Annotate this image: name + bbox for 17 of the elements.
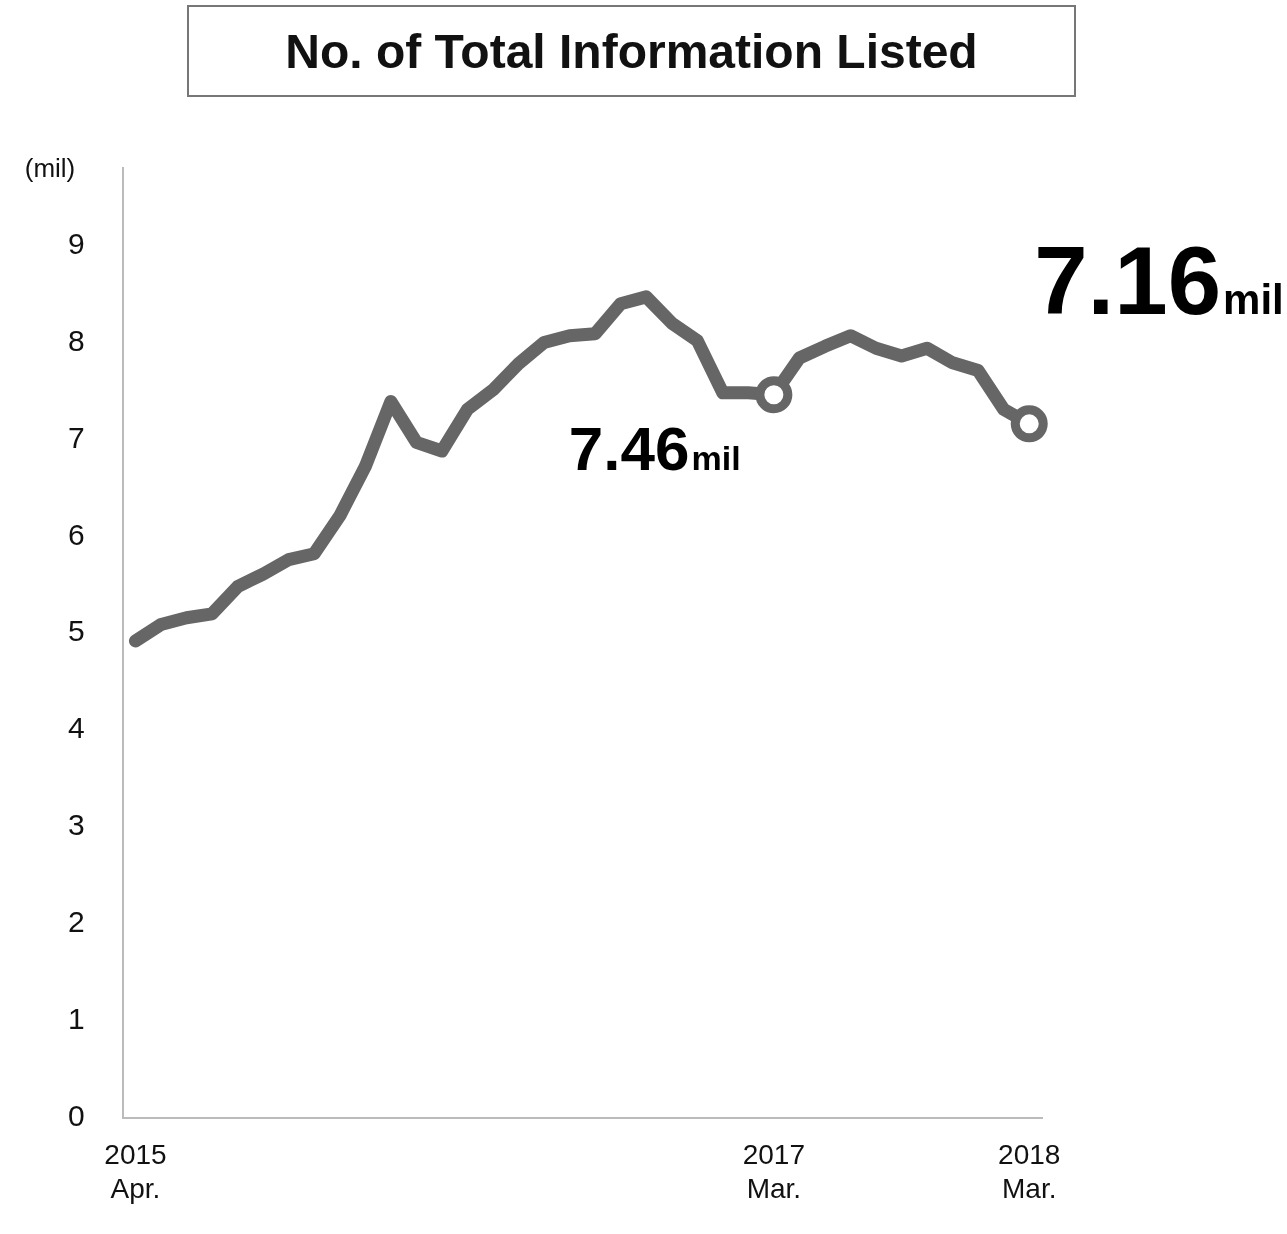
y-tick-label: 1	[68, 1002, 85, 1036]
y-tick-label: 3	[68, 808, 85, 842]
y-tick-label: 4	[68, 711, 85, 745]
x-tick-label: 2018 Mar.	[998, 1139, 1061, 1204]
data-label: 7.16mil	[1034, 226, 1284, 334]
y-tick-label: 8	[68, 323, 85, 357]
y-axis-title: (mil)	[24, 153, 76, 184]
y-tick-label: 9	[68, 226, 85, 260]
y-tick-label: 0	[68, 1099, 85, 1133]
x-tick-label: 2017 Mar.	[742, 1139, 806, 1204]
y-tick-label: 5	[68, 614, 85, 648]
y-tick-label: 2	[68, 905, 85, 939]
y-tick-label: 6	[68, 517, 85, 551]
chart-title: No. of Total Information Listed	[187, 5, 1076, 97]
x-tick-label: 2015 Apr.	[104, 1139, 167, 1204]
data-label: 7.46mil	[568, 413, 741, 483]
y-tick-label: 7	[68, 420, 85, 454]
